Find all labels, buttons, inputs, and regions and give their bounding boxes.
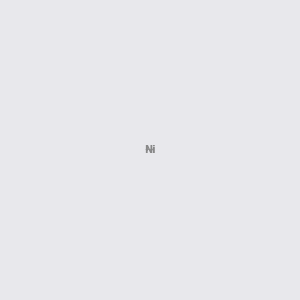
Text: F: F [148, 144, 153, 153]
Text: F: F [147, 144, 153, 153]
Text: N: N [146, 145, 154, 155]
Text: Ni: Ni [144, 145, 156, 155]
Text: ++: ++ [145, 148, 155, 152]
Text: F: F [147, 144, 152, 153]
Text: N: N [146, 145, 154, 155]
Text: N: N [146, 145, 154, 155]
Text: N: N [146, 145, 154, 155]
Text: F: F [147, 147, 153, 156]
Text: F: F [148, 147, 153, 156]
Text: F: F [147, 147, 153, 156]
Text: F: F [148, 146, 154, 154]
Text: F: F [146, 146, 152, 154]
Text: N: N [146, 145, 154, 155]
Text: F: F [147, 144, 153, 153]
Text: N: N [146, 145, 154, 155]
Text: F: F [145, 145, 151, 154]
Text: F: F [149, 145, 155, 154]
Text: F: F [149, 146, 155, 155]
Text: N: N [146, 145, 154, 155]
Text: F: F [147, 147, 152, 156]
Text: N: N [146, 145, 154, 155]
Text: F: F [148, 146, 154, 154]
Text: F: F [146, 146, 152, 154]
Text: F: F [145, 146, 151, 155]
